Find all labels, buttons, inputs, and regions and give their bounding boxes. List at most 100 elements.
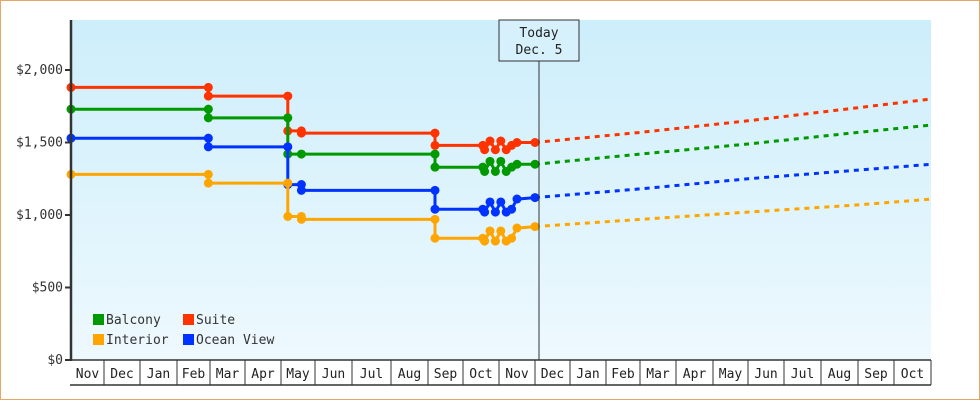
data-point[interactable]: [512, 194, 522, 204]
data-point[interactable]: [480, 207, 490, 217]
y-tick-label: $1,500: [16, 136, 63, 151]
x-tick-label: Aug: [398, 367, 421, 382]
data-point[interactable]: [430, 233, 440, 243]
legend: Balcony Suite Interior Ocean View: [93, 313, 274, 348]
data-point[interactable]: [480, 145, 490, 155]
data-point[interactable]: [430, 204, 440, 214]
x-tick-label: Sep: [864, 367, 888, 382]
x-tick-label: Feb: [182, 367, 206, 382]
data-point[interactable]: [430, 185, 440, 195]
data-point[interactable]: [512, 159, 522, 169]
x-tick-label: Oct: [469, 367, 492, 382]
series-layer: [66, 82, 932, 246]
data-point[interactable]: [430, 149, 440, 159]
data-point[interactable]: [430, 162, 440, 172]
data-point[interactable]: [203, 133, 213, 143]
legend-label: Balcony: [106, 313, 161, 328]
data-point[interactable]: [480, 167, 490, 176]
data-point[interactable]: [203, 91, 213, 101]
series-interior: [66, 169, 932, 246]
x-tick-label: Mar: [646, 367, 670, 382]
x-tick-label: Jan: [576, 367, 599, 382]
data-point[interactable]: [283, 178, 293, 188]
x-tick-label: Jun: [322, 367, 345, 382]
data-point[interactable]: [490, 207, 500, 217]
data-point[interactable]: [490, 236, 500, 246]
legend-label: Interior: [106, 333, 169, 348]
y-tick-label: $0: [47, 353, 63, 368]
data-point[interactable]: [203, 142, 213, 152]
legend-item-balcony[interactable]: Balcony: [93, 313, 161, 328]
legend-swatch: [183, 334, 194, 345]
data-point[interactable]: [203, 178, 213, 188]
data-point[interactable]: [512, 223, 522, 233]
legend-item-interior[interactable]: Interior: [93, 333, 169, 348]
data-point[interactable]: [512, 138, 522, 147]
x-tick-label: Jan: [147, 367, 170, 382]
legend-swatch: [93, 334, 104, 345]
y-tick-label: $500: [32, 281, 63, 296]
forecast-line: [534, 197, 932, 229]
data-point[interactable]: [496, 136, 506, 146]
x-tick-label: Jul: [360, 367, 383, 382]
today-marker: Today Dec. 5: [498, 19, 580, 360]
data-point[interactable]: [283, 211, 293, 221]
data-point[interactable]: [430, 214, 440, 224]
series-suite: [66, 82, 932, 155]
data-point[interactable]: [203, 113, 213, 123]
legend-label: Ocean View: [196, 333, 274, 348]
data-point[interactable]: [485, 226, 495, 236]
data-point[interactable]: [296, 214, 306, 224]
data-point[interactable]: [203, 169, 213, 179]
legend-item-ocean-view[interactable]: Ocean View: [183, 333, 274, 348]
y-tick-label: $1,000: [16, 208, 63, 223]
x-tick-label: May: [719, 367, 743, 382]
data-point[interactable]: [203, 104, 213, 114]
data-point[interactable]: [496, 226, 506, 236]
data-point[interactable]: [430, 140, 440, 150]
x-tick-label: Apr: [683, 367, 707, 382]
x-tick-label: Apr: [251, 367, 275, 382]
data-point[interactable]: [203, 82, 213, 92]
x-tick-label: Jul: [791, 367, 814, 382]
x-tick-label: Aug: [828, 367, 851, 382]
x-tick-label: Feb: [611, 367, 635, 382]
series-ocean-view: [66, 133, 932, 217]
data-point[interactable]: [296, 149, 306, 159]
today-label-box: [498, 19, 580, 62]
legend-swatch: [93, 314, 104, 325]
data-point[interactable]: [430, 128, 440, 138]
x-tick-label: Jun: [754, 367, 777, 382]
data-point[interactable]: [507, 233, 517, 243]
legend-label: Suite: [196, 313, 235, 328]
data-point[interactable]: [496, 197, 506, 207]
data-point[interactable]: [507, 204, 517, 214]
x-tick-label: Nov: [505, 367, 529, 382]
series-balcony: [66, 104, 932, 176]
data-point[interactable]: [496, 156, 506, 166]
forecast-line: [534, 97, 932, 144]
x-tick-label: Mar: [216, 367, 240, 382]
data-point[interactable]: [485, 197, 495, 207]
x-tick-label: Sep: [434, 367, 458, 382]
data-point[interactable]: [490, 145, 500, 155]
data-point[interactable]: [283, 142, 293, 152]
data-point[interactable]: [283, 91, 293, 101]
x-tick-label: Dec: [110, 367, 133, 382]
axes: $0 $500 $1,000 $1,500 $2,000 Nov Dec Jan Feb Mar A…: [16, 20, 932, 386]
x-tick-label: May: [286, 367, 310, 382]
data-point[interactable]: [490, 167, 500, 176]
x-tick-label: Nov: [76, 367, 100, 382]
forecast-line: [534, 123, 932, 166]
data-point[interactable]: [283, 113, 293, 123]
data-point[interactable]: [485, 156, 495, 166]
data-point[interactable]: [485, 136, 495, 146]
forecast-line: [534, 162, 932, 200]
data-point[interactable]: [296, 185, 306, 195]
today-date: Dec. 5: [516, 43, 563, 58]
data-point[interactable]: [296, 128, 306, 138]
today-label: Today: [519, 26, 558, 41]
legend-item-suite[interactable]: Suite: [183, 313, 235, 328]
data-point[interactable]: [480, 236, 490, 246]
